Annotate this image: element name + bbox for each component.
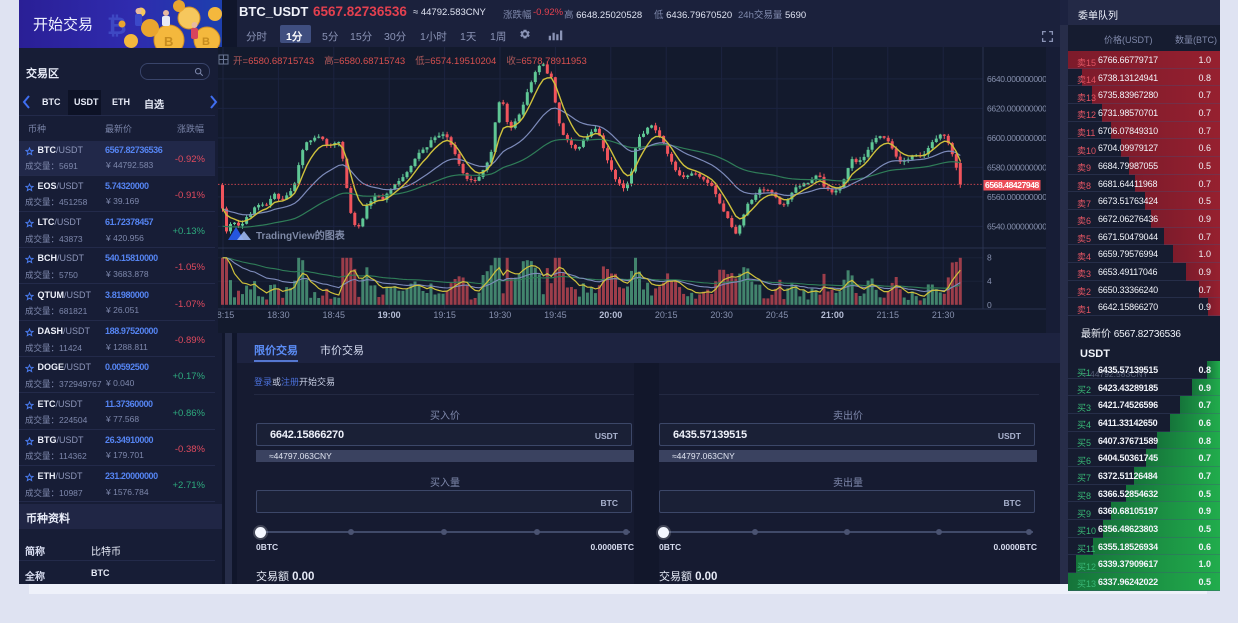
- svg-text:₿: ₿: [107, 13, 127, 40]
- svg-text:19:30: 19:30: [489, 310, 512, 320]
- svg-text:0: 0: [987, 300, 992, 310]
- svg-text:6540.000000000: 6540.000000000: [987, 221, 1046, 231]
- svg-text:18:30: 18:30: [267, 310, 290, 320]
- svg-text:18:45: 18:45: [323, 310, 346, 320]
- svg-text:TradingView的图表: TradingView的图表: [256, 229, 346, 242]
- svg-text:4: 4: [987, 276, 992, 286]
- svg-text:18:15: 18:15: [218, 310, 234, 320]
- svg-text:6600.000000000: 6600.000000000: [987, 133, 1046, 143]
- svg-text:6640.000000000: 6640.000000000: [987, 74, 1046, 84]
- svg-text:21:30: 21:30: [932, 310, 955, 320]
- svg-text:20:45: 20:45: [766, 310, 789, 320]
- svg-text:21:00: 21:00: [821, 310, 844, 320]
- svg-text:6560.000000000: 6560.000000000: [987, 192, 1046, 202]
- svg-text:6620.000000000: 6620.000000000: [987, 103, 1046, 113]
- svg-text:20:30: 20:30: [710, 310, 733, 320]
- svg-text:6580.000000000: 6580.000000000: [987, 162, 1046, 172]
- svg-text:B: B: [164, 34, 173, 48]
- svg-text:21:15: 21:15: [877, 310, 900, 320]
- svg-text:B: B: [202, 36, 210, 48]
- svg-text:20:00: 20:00: [599, 310, 622, 320]
- svg-text:19:00: 19:00: [378, 310, 401, 320]
- svg-text:6568.48427948: 6568.48427948: [985, 180, 1040, 190]
- svg-text:19:45: 19:45: [544, 310, 567, 320]
- svg-text:8: 8: [987, 253, 992, 263]
- svg-text:20:15: 20:15: [655, 310, 678, 320]
- svg-text:19:15: 19:15: [433, 310, 456, 320]
- svg-text:开始交易: 开始交易: [33, 16, 93, 34]
